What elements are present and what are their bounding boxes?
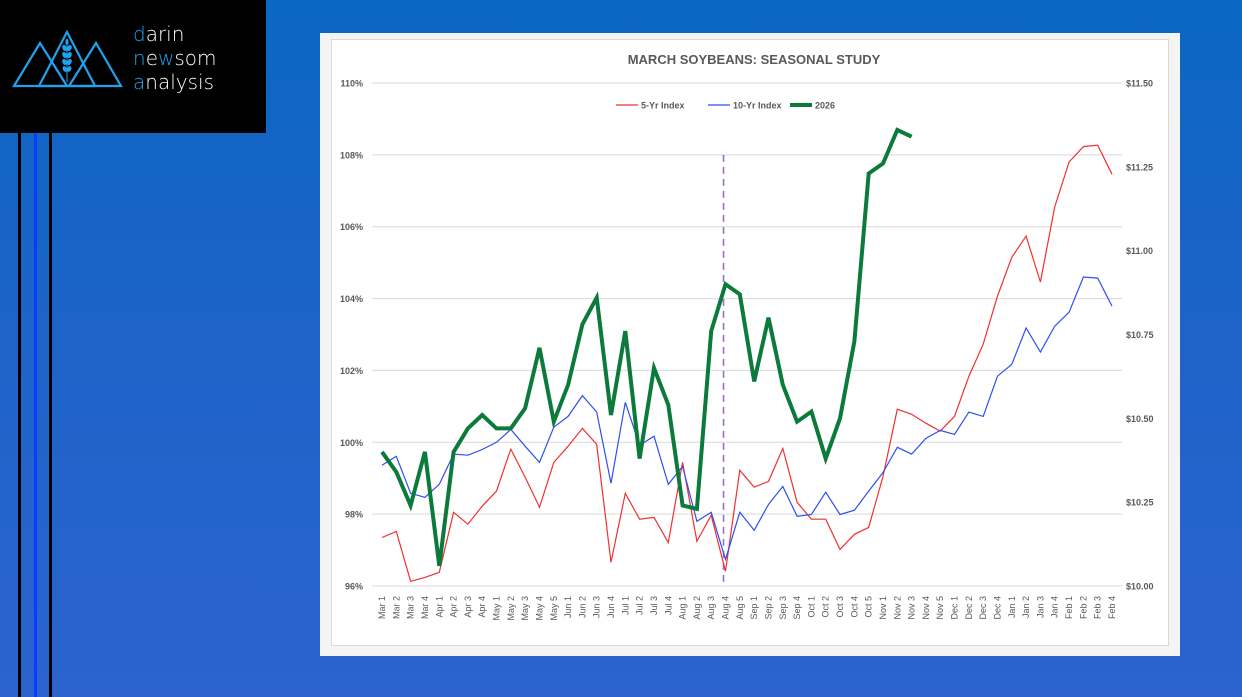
y-left-tick-label: 110% [340,79,363,89]
logo: darin newsom analysis [0,0,266,133]
x-tick-label: Sep 4 [792,596,802,620]
x-tick-label: Oct 4 [849,596,859,618]
x-tick-label: Aug 3 [706,596,716,620]
x-tick-label: Sep 3 [778,596,788,620]
x-tick-label: Oct 5 [864,596,874,618]
x-tick-label: Nov 3 [907,596,917,620]
x-tick-label: May 4 [534,596,544,621]
x-tick-label: Jan 4 [1050,596,1060,618]
decorative-bar [18,133,21,697]
y-right-tick-label: $10.00 [1126,582,1154,592]
x-tick-label: Nov 1 [878,596,888,620]
x-tick-label: Feb 1 [1064,596,1074,619]
y-left-tick-label: 104% [340,294,363,304]
y-right-tick-label: $10.50 [1126,414,1154,424]
x-tick-label: Jan 2 [1021,596,1031,618]
x-tick-label: Jun 4 [606,596,616,618]
x-tick-label: Apr 2 [449,596,459,618]
logo-letter: n [133,46,146,70]
x-tick-label: Jan 1 [1007,596,1017,618]
logo-letter: a [133,70,146,94]
x-tick-label: Aug 1 [678,596,688,620]
chart-title: MARCH SOYBEANS: SEASONAL STUDY [628,52,881,67]
decorative-bar [49,133,52,697]
x-tick-label: Oct 3 [835,596,845,618]
y-left-tick-label: 102% [340,366,363,376]
logo-letter: w [158,46,175,70]
x-tick-label: Aug 5 [735,596,745,620]
logo-text-part: e [145,46,158,70]
decorative-bar [34,133,37,697]
y-left-tick-label: 100% [340,438,363,448]
x-tick-label: Dec 2 [964,596,974,620]
chart-card: 96% 98% 100% 102% 104% 106% 108% 110% $10.00 $10… [320,33,1180,656]
series-line-2026 [380,127,913,567]
x-tick-label: Feb 2 [1078,596,1088,619]
x-tick-label: Dec 1 [950,596,960,620]
x-tick-label: Nov 2 [892,596,902,620]
x-tick-label: Mar 1 [377,596,387,619]
x-tick-label: Mar 3 [406,596,416,619]
legend-label: 2026 [815,101,835,111]
x-tick-label: Feb 4 [1107,596,1117,619]
y-right-tick-label: $10.75 [1126,330,1154,340]
x-tick-label: Aug 4 [721,596,731,620]
logo-text-darin: arin [145,22,185,46]
x-tick-label: May 1 [492,596,502,621]
chart-area [331,39,1169,646]
logo-wordmark: darin newsom analysis [133,22,217,94]
x-tick-label: Jul 3 [649,596,659,615]
x-tick-label: Dec 4 [992,596,1002,620]
x-tick-label: Jul 4 [663,596,673,615]
logo-text-newsom: som [174,46,217,70]
x-tick-label: Apr 4 [477,596,487,618]
y-left-tick-label: 106% [340,222,363,232]
x-tick-label: Oct 1 [806,596,816,618]
x-tick-label: Jul 2 [635,596,645,615]
y-right-tick-label: $11.00 [1126,246,1153,256]
x-tick-label: Jun 2 [577,596,587,618]
x-tick-label: May 3 [520,596,530,621]
x-tick-label: Oct 2 [821,596,831,618]
x-tick-label: Dec 3 [978,596,988,620]
x-tick-label: Nov 4 [921,596,931,620]
x-tick-label: Jul 1 [620,596,630,615]
logo-letter: d [133,22,146,46]
legend-label: 5-Yr Index [641,101,685,111]
series-line-5-yr-index [381,144,1113,583]
y-right-tick-label: $10.25 [1126,498,1154,508]
y-left-tick-label: 98% [345,510,363,520]
y-right-tick-label: $11.50 [1126,79,1153,89]
y-right-tick-label: $11.25 [1126,162,1153,172]
x-tick-label: Jan 3 [1035,596,1045,618]
series-line-10-yr-index [381,276,1113,562]
logo-text-analysis: nalysis [145,70,214,94]
mountains-wheat-icon [12,29,123,88]
x-tick-label: Mar 2 [391,596,401,619]
x-tick-label: May 2 [506,596,516,621]
x-tick-label: Apr 3 [463,596,473,618]
legend-label: 10-Yr Index [733,101,782,111]
x-tick-label: Jun 1 [563,596,573,618]
x-tick-label: Apr 1 [434,596,444,618]
x-tick-label: Mar 4 [420,596,430,619]
x-tick-label: Aug 2 [692,596,702,620]
x-tick-label: Jun 3 [592,596,602,618]
x-tick-label: Sep 2 [763,596,773,620]
x-tick-label: Nov 5 [935,596,945,620]
y-left-tick-label: 108% [340,150,363,160]
x-tick-label: Sep 1 [749,596,759,620]
x-tick-label: May 5 [549,596,559,621]
x-tick-label: Feb 3 [1093,596,1103,619]
seasonal-line-chart: 96% 98% 100% 102% 104% 106% 108% 110% $10.00 $10… [340,52,1154,621]
y-left-tick-label: 96% [345,582,363,592]
